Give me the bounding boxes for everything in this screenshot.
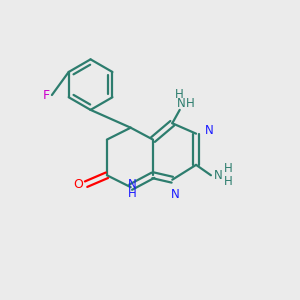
- Text: N: N: [214, 169, 223, 182]
- Text: H: H: [186, 98, 195, 110]
- Text: H: H: [224, 162, 232, 175]
- Text: O: O: [74, 178, 84, 191]
- Text: H: H: [224, 175, 232, 188]
- Text: N: N: [205, 124, 214, 137]
- Text: F: F: [42, 88, 50, 101]
- Text: H: H: [175, 88, 184, 101]
- Text: N: N: [171, 188, 180, 201]
- Text: H: H: [128, 187, 136, 200]
- Text: N: N: [177, 98, 186, 110]
- Text: N: N: [128, 178, 136, 191]
